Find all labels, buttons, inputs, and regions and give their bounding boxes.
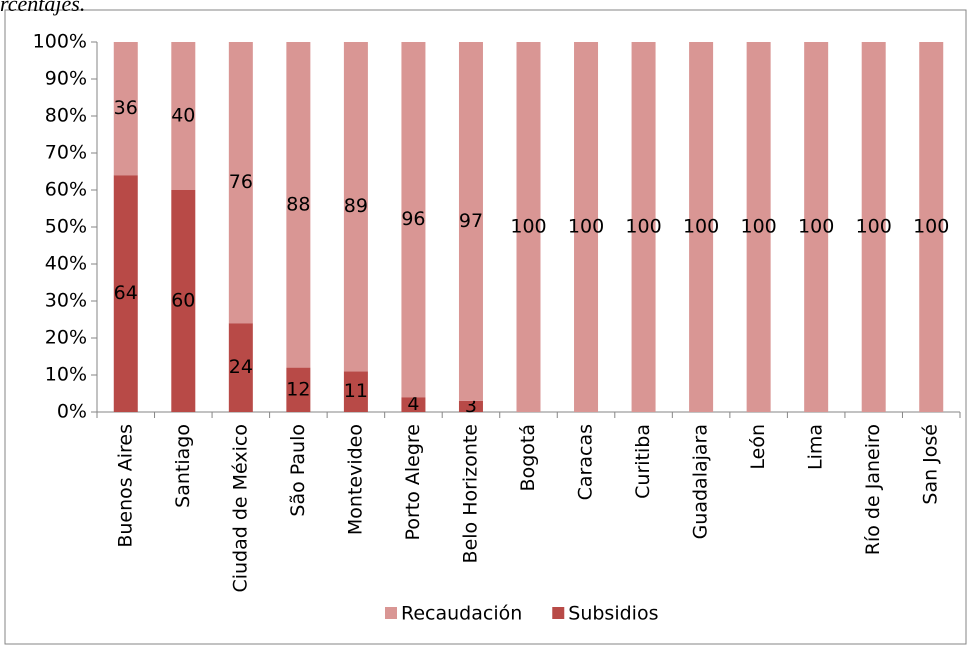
y-tick-label: 70% bbox=[45, 142, 87, 164]
legend-swatch bbox=[552, 607, 565, 619]
x-tick-label: Ciudad de México bbox=[229, 424, 251, 593]
bar-segment bbox=[516, 42, 541, 412]
data-label: 40 bbox=[171, 105, 195, 127]
bar-segment bbox=[861, 42, 886, 412]
data-label: 100 bbox=[913, 216, 949, 238]
bar-segment bbox=[401, 397, 426, 412]
bar-segment bbox=[286, 367, 311, 412]
data-label: 100 bbox=[856, 216, 892, 238]
bar-segment bbox=[574, 42, 599, 412]
bar-segment bbox=[919, 42, 944, 412]
data-label: 4 bbox=[407, 393, 419, 415]
data-label: 100 bbox=[798, 216, 834, 238]
data-label: 96 bbox=[401, 208, 425, 230]
bar-segment bbox=[171, 190, 196, 412]
y-tick-label: 100% bbox=[33, 31, 87, 53]
bar-segment bbox=[228, 42, 253, 324]
bar-segment bbox=[804, 42, 829, 412]
x-tick-label: Bogotá bbox=[517, 424, 539, 491]
x-tick-label: Río de Janeiro bbox=[862, 424, 884, 555]
bar-segment bbox=[401, 42, 426, 398]
data-label: 89 bbox=[344, 195, 368, 217]
data-label: 100 bbox=[510, 216, 546, 238]
y-tick-label: 60% bbox=[45, 179, 87, 201]
y-tick-label: 0% bbox=[57, 401, 87, 423]
bar-segment bbox=[343, 42, 368, 372]
x-tick-label: Lima bbox=[805, 424, 827, 470]
data-label: 36 bbox=[114, 97, 138, 119]
x-tick-label: San José bbox=[920, 424, 942, 505]
y-tick-label: 80% bbox=[45, 105, 87, 127]
data-label: 100 bbox=[568, 216, 604, 238]
x-tick-label: Curitiba bbox=[632, 424, 654, 499]
y-tick-label: 90% bbox=[45, 68, 87, 90]
x-tick-label: Caracas bbox=[575, 424, 597, 500]
data-label: 97 bbox=[459, 210, 483, 232]
data-label: 100 bbox=[683, 216, 719, 238]
y-tick-label: 50% bbox=[45, 216, 87, 238]
y-tick-label: 40% bbox=[45, 253, 87, 275]
data-label: 11 bbox=[344, 380, 368, 402]
bar-segment bbox=[228, 323, 253, 412]
x-tick-label: Santiago bbox=[172, 424, 194, 508]
data-label: 76 bbox=[229, 171, 253, 193]
legend-label: Recaudación bbox=[401, 603, 522, 625]
x-tick-label: León bbox=[747, 424, 769, 470]
bar-segment bbox=[113, 175, 138, 412]
data-label: 64 bbox=[114, 282, 138, 304]
y-tick-label: 20% bbox=[45, 327, 87, 349]
bar-segment bbox=[171, 42, 196, 190]
caption: rcentajes. bbox=[0, 0, 85, 16]
y-tick-label: 30% bbox=[45, 290, 87, 312]
legend-label: Subsidios bbox=[568, 603, 658, 625]
x-tick-label: Porto Alegre bbox=[402, 424, 424, 540]
bar-segment bbox=[286, 42, 311, 368]
bar-segment bbox=[113, 42, 138, 176]
x-tick-label: Montevideo bbox=[344, 424, 366, 535]
x-tick-label: São Paulo bbox=[287, 424, 309, 517]
data-label: 100 bbox=[741, 216, 777, 238]
bar-segment bbox=[631, 42, 656, 412]
y-tick-label: 10% bbox=[45, 364, 87, 386]
legend-swatch bbox=[385, 607, 397, 619]
data-label: 60 bbox=[171, 290, 195, 312]
x-tick-label: Belo Horizonte bbox=[459, 424, 481, 563]
bar-segment bbox=[746, 42, 771, 412]
data-label: 100 bbox=[625, 216, 661, 238]
data-label: 88 bbox=[286, 193, 310, 215]
bar-segment bbox=[689, 42, 714, 412]
bar-segment bbox=[458, 42, 483, 401]
bar-segment bbox=[458, 400, 483, 412]
data-label: 12 bbox=[286, 378, 310, 400]
x-tick-label: Buenos Aires bbox=[114, 424, 136, 548]
data-label: 24 bbox=[229, 356, 253, 378]
bar-segment bbox=[343, 371, 368, 412]
x-tick-label: Guadalajara bbox=[690, 424, 712, 539]
